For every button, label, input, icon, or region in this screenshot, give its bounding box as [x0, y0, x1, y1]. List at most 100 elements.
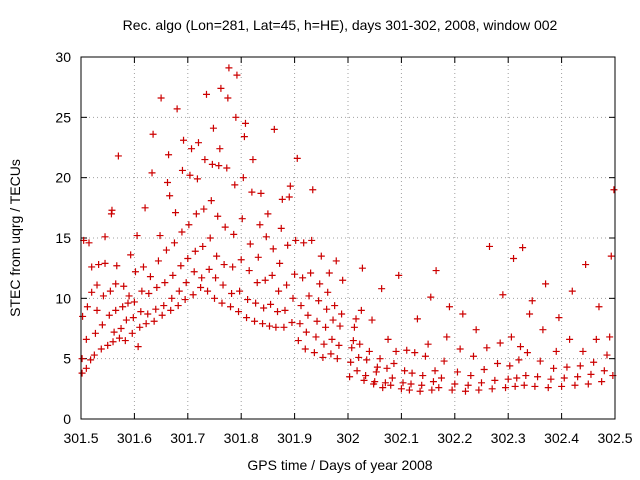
data-point	[108, 206, 116, 214]
data-point	[178, 228, 186, 236]
data-point	[264, 210, 272, 218]
x-axis-tick-labels: 301.5 301.6 301.7 301.8 301.9 302 302.1 302.2 30…	[63, 430, 632, 446]
data-point	[101, 233, 109, 241]
data-point	[576, 362, 584, 370]
data-point	[253, 279, 261, 287]
data-point	[413, 315, 421, 323]
data-point	[278, 195, 286, 203]
data-point	[208, 160, 216, 168]
data-point	[142, 320, 150, 328]
data-point	[274, 308, 282, 316]
data-point	[362, 372, 370, 380]
data-point	[331, 302, 339, 310]
data-point	[302, 328, 310, 336]
data-point	[322, 323, 330, 331]
data-point	[603, 351, 611, 359]
data-point	[504, 375, 512, 383]
data-point	[182, 279, 190, 287]
data-point	[193, 175, 201, 183]
data-point	[174, 302, 182, 310]
data-point	[227, 303, 235, 311]
data-point	[421, 352, 429, 360]
data-point	[105, 311, 113, 319]
data-point	[170, 239, 178, 247]
data-point	[427, 293, 435, 301]
data-point	[428, 386, 436, 394]
data-point	[204, 287, 212, 295]
data-point	[93, 306, 101, 314]
data-point	[251, 317, 259, 325]
x-tick-label: 301.6	[117, 430, 152, 446]
data-point	[378, 285, 386, 293]
data-point	[329, 316, 337, 324]
data-point	[167, 306, 175, 314]
data-point	[262, 233, 270, 241]
data-point	[534, 373, 542, 381]
data-point	[189, 291, 197, 299]
data-point	[469, 352, 477, 360]
data-point	[443, 333, 451, 341]
data-point	[172, 209, 180, 217]
data-point	[349, 337, 357, 345]
data-point	[134, 343, 142, 351]
data-point	[607, 252, 615, 260]
data-point	[144, 310, 152, 318]
data-point	[478, 379, 485, 387]
data-point	[238, 215, 246, 223]
data-point	[130, 298, 138, 306]
data-point	[220, 261, 228, 269]
data-point	[261, 276, 269, 284]
data-point	[338, 310, 346, 318]
data-point	[164, 178, 172, 186]
data-point	[515, 356, 523, 364]
data-point	[184, 255, 192, 263]
data-point	[268, 271, 276, 279]
data-point	[145, 290, 153, 298]
data-point	[186, 171, 194, 179]
data-point	[550, 364, 558, 372]
data-point	[307, 269, 315, 277]
data-point	[475, 386, 483, 394]
data-point	[610, 186, 618, 194]
data-point	[245, 267, 253, 275]
data-point	[148, 169, 156, 177]
data-point	[95, 261, 103, 269]
data-point	[281, 306, 289, 314]
data-point	[327, 350, 335, 358]
data-point	[109, 338, 117, 346]
data-point	[276, 259, 284, 267]
data-point	[429, 378, 437, 386]
data-point	[368, 316, 376, 324]
data-point	[526, 310, 534, 318]
data-point	[192, 210, 200, 218]
data-point	[160, 302, 168, 310]
data-point	[510, 255, 518, 263]
data-point	[310, 349, 318, 357]
data-point	[125, 292, 133, 300]
data-point	[365, 347, 373, 355]
data-point	[237, 256, 245, 264]
data-point	[88, 288, 96, 296]
data-point	[162, 246, 170, 254]
data-point	[240, 133, 248, 141]
data-point	[499, 291, 507, 299]
data-point	[299, 274, 307, 282]
data-point	[486, 242, 494, 250]
data-point	[335, 341, 343, 349]
x-axis-label: GPS time / Days of year 2008	[247, 457, 432, 473]
data-point	[592, 335, 600, 343]
data-point	[201, 156, 209, 164]
x-tick-label: 301.8	[224, 430, 259, 446]
y-tick-label: 30	[55, 49, 71, 65]
data-point	[448, 386, 456, 394]
data-point	[552, 347, 560, 355]
data-point	[82, 335, 90, 343]
data-point	[300, 239, 308, 247]
data-point	[339, 276, 347, 284]
data-point	[346, 373, 354, 381]
data-point	[211, 294, 218, 302]
data-point	[78, 369, 86, 377]
data-point	[202, 90, 210, 98]
grid-lines	[81, 57, 615, 419]
